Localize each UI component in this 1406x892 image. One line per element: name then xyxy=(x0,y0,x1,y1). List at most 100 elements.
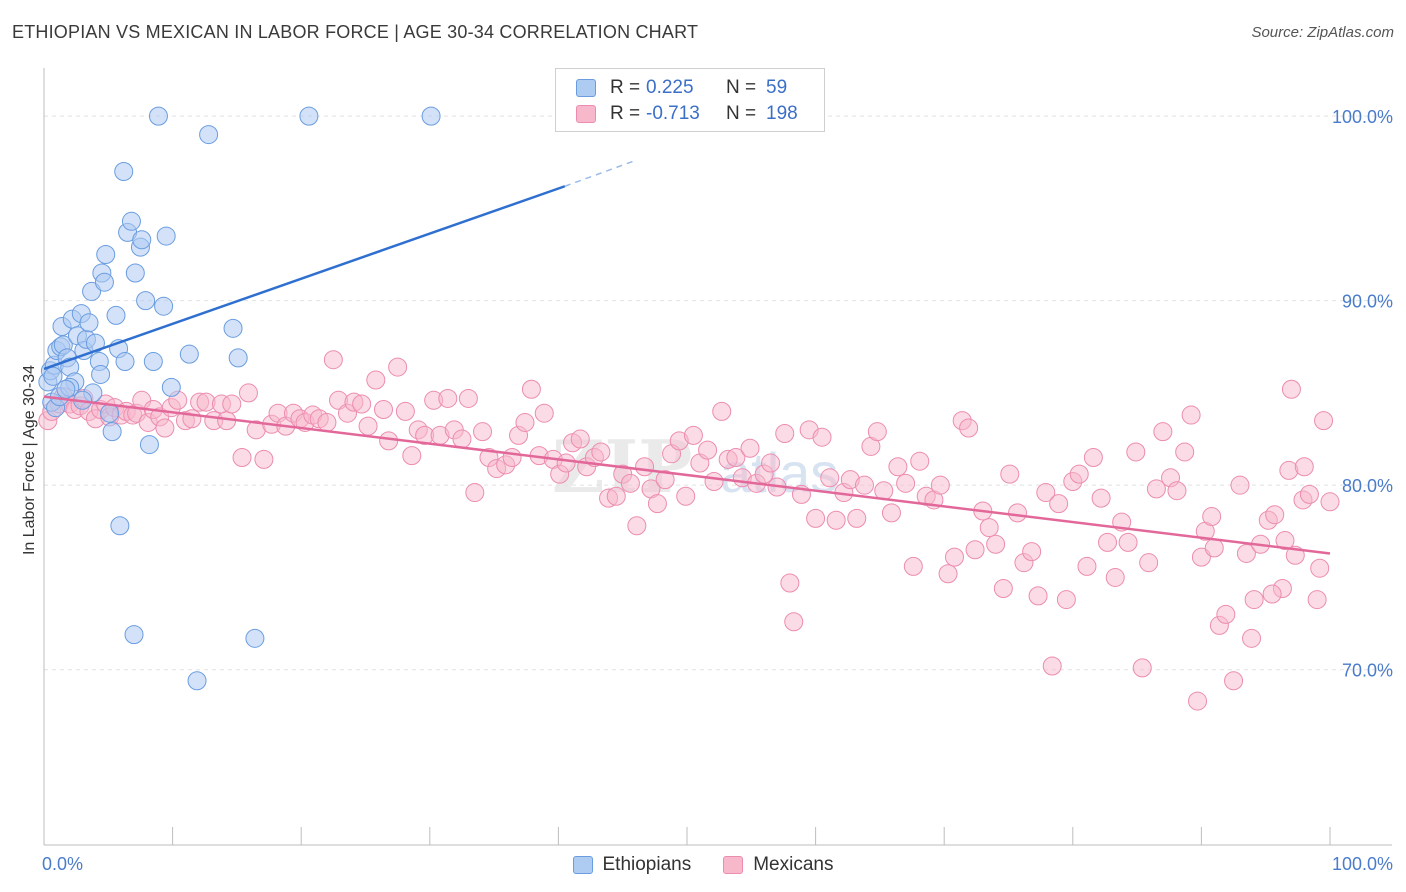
mexicans-point xyxy=(1299,484,1319,504)
ethiopians-point xyxy=(139,435,159,455)
mexicans-point xyxy=(1036,483,1056,503)
mexicans-point xyxy=(726,448,746,467)
mexicans-point xyxy=(1056,590,1076,610)
mexicans-point xyxy=(1000,464,1020,484)
mexicans-point xyxy=(570,429,590,449)
mexicans-point xyxy=(888,457,908,477)
mexicans-point xyxy=(1191,547,1211,567)
ethiopians-point xyxy=(96,245,116,265)
mexicans-point xyxy=(820,468,840,488)
mexicans-point xyxy=(1242,628,1262,648)
mexicans-point xyxy=(979,518,999,538)
mexicans-point xyxy=(1244,590,1264,610)
mexicans-point xyxy=(1204,538,1224,558)
mexicans-point xyxy=(1132,658,1152,678)
ethiopians-swatch xyxy=(572,856,593,874)
mexicans-point xyxy=(761,453,781,473)
source-label: Source: ZipAtlas.com xyxy=(1251,24,1394,41)
n-label: N = xyxy=(726,103,757,124)
mexicans-point xyxy=(676,486,696,506)
ethiopians-point xyxy=(56,379,76,399)
y-tick-label: 80.0% xyxy=(1342,476,1393,496)
mexicans-point xyxy=(1139,553,1159,573)
ethiopians-point xyxy=(161,377,181,397)
ethiopians-point xyxy=(106,305,126,325)
mexicans-point xyxy=(222,394,242,414)
mexicans-point xyxy=(635,457,655,477)
mexicans-point xyxy=(591,442,611,462)
mexicans-point xyxy=(1265,505,1285,525)
mexicans-point xyxy=(317,412,337,432)
mexicans-point xyxy=(993,579,1013,599)
mexicans-point xyxy=(1181,405,1201,425)
x-tick-label: 0.0% xyxy=(42,854,83,874)
mexicans-point xyxy=(944,547,964,567)
ethiopians-point xyxy=(124,625,144,645)
ethiopians-point xyxy=(115,352,135,372)
y-tick-label: 70.0% xyxy=(1342,661,1393,681)
ethiopians-point xyxy=(179,344,199,364)
mexicans-point xyxy=(521,379,541,399)
mexicans-point xyxy=(704,471,724,491)
mexicans-point xyxy=(1310,558,1330,578)
n-label: N = xyxy=(726,77,757,98)
mexicans-point xyxy=(1175,442,1195,462)
mexicans-swatch xyxy=(576,105,596,123)
mexicans-point xyxy=(740,438,760,458)
mexicans-point xyxy=(1105,567,1125,587)
mexicans-point xyxy=(780,573,800,593)
mexicans-point xyxy=(698,440,718,460)
y-tick-label: 100.0% xyxy=(1332,107,1393,127)
axes xyxy=(43,68,1392,846)
mexicans-point xyxy=(358,416,378,436)
trend-lines xyxy=(43,159,1331,555)
mexicans-point xyxy=(1202,507,1222,527)
mexicans-n-value: 198 xyxy=(766,103,798,124)
legend-row-mexicans: R = -0.713 N = 198 xyxy=(576,101,798,127)
ethiopians-point xyxy=(79,313,99,333)
mexicans-point xyxy=(784,612,804,632)
mexicans-point xyxy=(881,503,901,523)
ethiopians-point xyxy=(91,364,111,384)
ethiopians-point xyxy=(154,296,174,316)
mexicans-point xyxy=(1167,481,1187,501)
mexicans-point xyxy=(1118,532,1138,552)
chart-title: ETHIOPIAN VS MEXICAN IN LABOR FORCE | AG… xyxy=(12,22,699,42)
mexicans-point xyxy=(683,425,703,445)
mexicans-point xyxy=(606,486,626,506)
legend-ethiopians-label: Ethiopians xyxy=(602,854,692,875)
mexicans-point xyxy=(1275,531,1295,551)
mexicans-point xyxy=(1230,475,1250,495)
mexicans-point xyxy=(556,453,576,473)
mexicans-point xyxy=(458,388,478,408)
mexicans-point xyxy=(1314,411,1334,431)
mexicans-point xyxy=(465,483,485,503)
mexicans-point xyxy=(182,409,202,429)
mexicans-point xyxy=(1042,656,1062,676)
mexicans-r-value: -0.713 xyxy=(646,103,700,124)
r-label: R = xyxy=(610,103,641,124)
mexicans-point xyxy=(847,508,867,528)
tick-labels: 70.0% 80.0% 90.0% 100.0% 0.0% 100.0% xyxy=(42,107,1393,874)
mexicans-point xyxy=(402,446,422,466)
mexicans-point xyxy=(352,394,372,414)
mexicans-point xyxy=(903,556,923,576)
ethiopians-point xyxy=(82,281,102,301)
mexicans-point xyxy=(379,431,399,451)
ethiopians-n-value: 59 xyxy=(766,77,788,98)
mexicans-point xyxy=(1224,671,1244,691)
mexicans-point xyxy=(655,470,675,490)
series-legend: Ethiopians Mexicans xyxy=(0,852,1406,878)
legend-row-ethiopians: R = 0.225 N = 59 xyxy=(576,75,787,101)
ethiopians-point xyxy=(94,272,114,292)
mexicans-point xyxy=(438,388,458,408)
ethiopians-trend-extension xyxy=(564,159,636,187)
mexicans-point xyxy=(812,427,832,447)
mexicans-point xyxy=(1188,691,1208,711)
ethiopians-point xyxy=(187,671,207,691)
ethiopians-point xyxy=(223,318,243,338)
ethiopians-point xyxy=(245,628,265,648)
ethiopians-point xyxy=(100,403,120,423)
ethiopians-trend-line xyxy=(43,185,566,371)
